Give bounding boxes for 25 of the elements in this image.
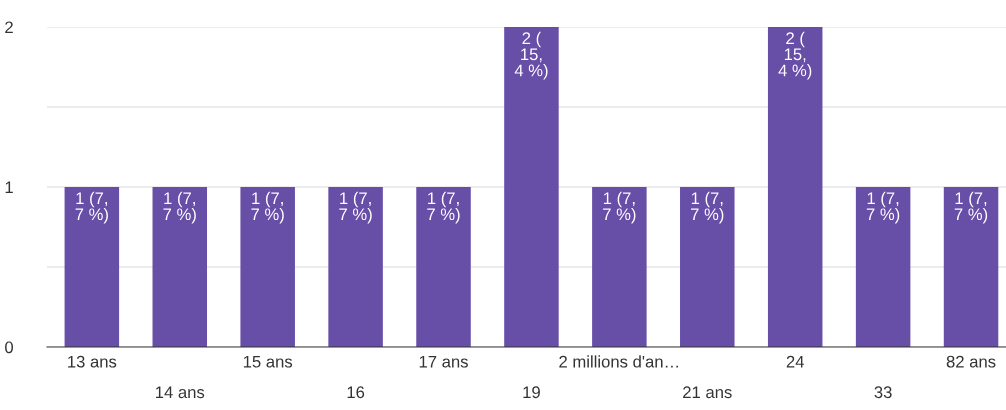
x-tick-label: 13 ans <box>68 355 117 368</box>
x-tick-label: 24 <box>786 355 804 368</box>
data-label: 1 (7, 7 %) <box>603 191 636 224</box>
x-tick-label: 15 ans <box>243 355 293 368</box>
data-label: 1 (7, 7 %) <box>339 191 372 224</box>
data-label: 1 (7, 7 %) <box>954 191 988 224</box>
x-tick-label: 14 ans <box>156 386 205 399</box>
data-label: 1 (7, 7 %) <box>163 191 196 224</box>
x-tick-label: 17 ans <box>419 355 468 368</box>
x-tick-label: 19 <box>523 386 540 399</box>
data-label: 1 (7, 7 %) <box>866 191 900 224</box>
x-tick-label: 82 ans <box>946 355 996 368</box>
data-label: 1 (7, 7 %) <box>251 191 284 224</box>
y-tick-label: 0 <box>5 341 14 354</box>
x-tick-label: 21 ans <box>683 386 732 399</box>
y-tick-label: 1 <box>5 181 13 194</box>
data-label: 1 (7, 7 %) <box>691 191 724 224</box>
data-label: 2 ( 15, 4 %) <box>514 31 548 80</box>
data-label: 2 ( 15, 4 %) <box>778 31 812 80</box>
x-tick-label: 33 <box>874 386 892 399</box>
data-label: 1 (7, 7 %) <box>75 191 108 224</box>
data-label: 1 (7, 7 %) <box>427 191 460 224</box>
y-tick-label: 2 <box>5 21 13 34</box>
x-tick-label: 2 millions d'an… <box>559 355 678 368</box>
x-tick-label: 16 <box>347 386 365 399</box>
